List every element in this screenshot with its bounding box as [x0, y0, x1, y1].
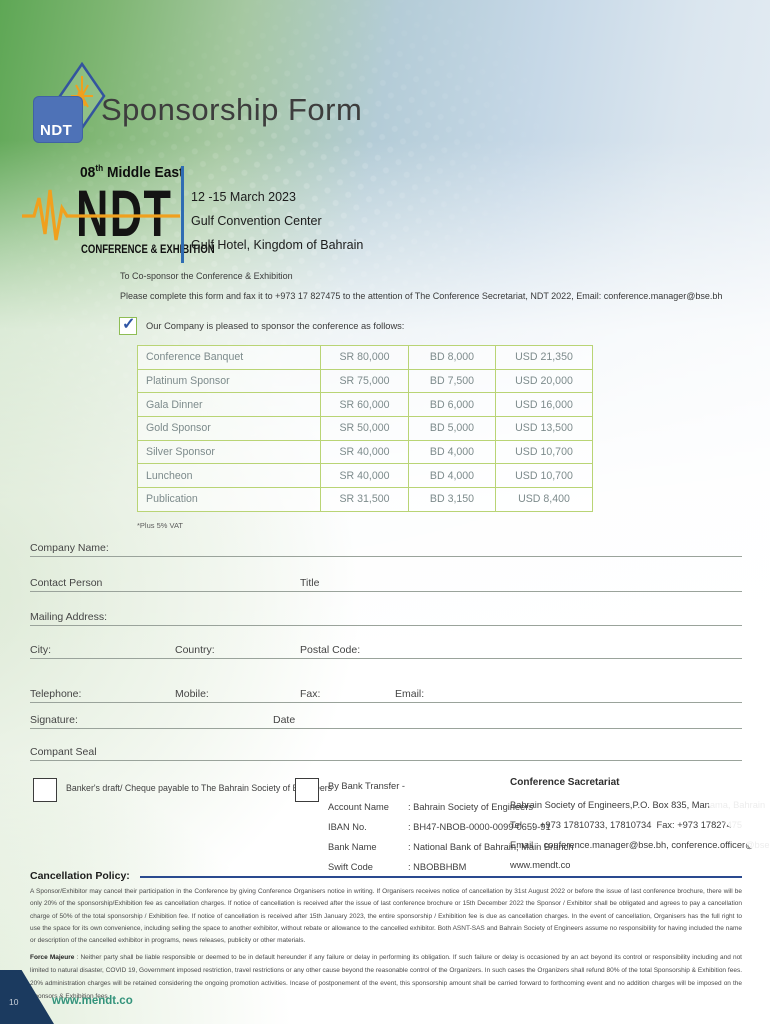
email-label: Email: — [395, 688, 425, 700]
event-venue-city: Gulf Hotel, Kingdom of Bahrain — [191, 238, 364, 252]
logo-divider — [181, 166, 184, 263]
sponsor-checkbox[interactable]: ✓ — [119, 316, 137, 335]
cancellation-policy-heading: Cancellation Policy: — [30, 870, 130, 882]
price-bd-cell: BD 4,000 — [408, 439, 496, 465]
telephone-label: Telephone: — [30, 688, 82, 700]
bank-detail-value: : Bahrain Society of Engineers — [408, 802, 534, 812]
city-country-postal-field[interactable]: City: Country: Postal Code: — [30, 642, 742, 659]
company-name-field[interactable]: Company Name: — [30, 540, 742, 557]
sponsorship-item-cell: Silver Sponsor — [137, 439, 321, 465]
price-sr-cell: SR 50,000 — [320, 416, 409, 441]
city-label: City: — [30, 644, 51, 656]
secretariat-website: www.mendt.co — [510, 860, 571, 870]
force-majeure-heading: Force Majeure — [30, 954, 75, 961]
price-usd-cell: USD 21,350 — [495, 345, 593, 370]
table-row: Luncheon SR 40,000 BD 4,000 USD 10,700 — [137, 463, 593, 489]
cosponsor-line: To Co-sponsor the Conference & Exhibitio… — [120, 271, 293, 281]
price-bd-cell: BD 8,000 — [408, 345, 496, 370]
cancellation-rule — [140, 876, 742, 878]
bank-detail-label: Bank Name — [328, 842, 377, 852]
table-row: Gold Sponsor SR 50,000 BD 5,000 USD 13,5… — [137, 416, 593, 441]
bank-transfer-checkbox[interactable] — [295, 778, 319, 802]
contact-person-field[interactable]: Contact Person Title — [30, 575, 742, 592]
event-venue: Gulf Convention Center — [191, 214, 322, 228]
force-majeure-body: : Neither party shall be liable responsi… — [30, 954, 742, 1000]
fax-label: Fax: — [300, 688, 321, 700]
event-edition: 08th Middle East — [80, 163, 184, 181]
mailing-address-field[interactable]: Mailing Address: — [30, 609, 742, 626]
ekg-waveform-icon — [22, 189, 180, 241]
sponsor-checkbox-label: Our Company is pleased to sponsor the co… — [146, 321, 405, 331]
company-seal-field[interactable]: Compant Seal — [30, 744, 742, 761]
pricing-table: Conference Banquet SR 80,000 BD 8,000 US… — [137, 345, 593, 512]
company-name-label: Company Name: — [30, 542, 109, 554]
table-row: Conference Banquet SR 80,000 BD 8,000 US… — [137, 345, 593, 370]
price-bd-cell: BD 5,000 — [408, 416, 496, 441]
bank-detail-value: : BH47-NBOB-0000-0099-0659-91 — [408, 822, 551, 832]
bank-detail-label: Swift Code — [328, 862, 373, 872]
signature-date-field[interactable]: Signature: Date — [30, 712, 742, 729]
cancellation-policy-body: A Sponsor/Exhibitor may cancel their par… — [30, 888, 742, 945]
check-icon: ✓ — [122, 316, 136, 333]
page-title: Sponsorship Form — [101, 92, 363, 127]
mobile-label: Mobile: — [175, 688, 209, 700]
sponsorship-item-cell: Platinum Sponsor — [137, 368, 321, 394]
bank-detail-value: : NBOBBHBM — [408, 862, 467, 872]
company-seal-label: Compant Seal — [30, 746, 97, 758]
secretariat-heading: Conference Sacretariat — [510, 777, 620, 788]
footer-website: www.mendt.co — [52, 995, 133, 1007]
mailing-address-label: Mailing Address: — [30, 611, 108, 623]
bank-detail-label: IBAN No. — [328, 822, 367, 832]
secretariat-email: Email : conference.manager@bse.bh, confe… — [510, 840, 770, 850]
price-usd-cell: USD 16,000 — [495, 392, 593, 418]
table-row: Publication SR 31,500 BD 3,150 USD 8,400 — [137, 487, 593, 512]
price-bd-cell: BD 7,500 — [408, 368, 496, 394]
price-usd-cell: USD 10,700 — [495, 463, 593, 489]
page-number: 10 — [9, 997, 19, 1007]
vat-note: *Plus 5% VAT — [137, 521, 183, 530]
sponsorship-item-cell: Publication — [137, 487, 321, 512]
price-bd-cell: BD 6,000 — [408, 392, 496, 418]
price-usd-cell: USD 20,000 — [495, 368, 593, 394]
force-majeure-paragraph: Force Majeure : Neither party shall be l… — [30, 951, 742, 1003]
phone-field[interactable]: Telephone: Mobile: Fax: Email: — [30, 686, 742, 703]
sponsorship-item-cell: Gold Sponsor — [137, 416, 321, 441]
sponsorship-item-cell: Luncheon — [137, 463, 321, 489]
title-label: Title — [300, 577, 320, 589]
price-usd-cell: USD 10,700 — [495, 439, 593, 465]
price-usd-cell: USD 13,500 — [495, 416, 593, 441]
price-bd-cell: BD 4,000 — [408, 463, 496, 489]
signature-label: Signature: — [30, 714, 78, 726]
bankers-draft-label: Banker's draft/ Cheque payable to The Ba… — [66, 783, 333, 793]
country-label: Country: — [175, 644, 215, 656]
bankers-draft-checkbox[interactable] — [33, 778, 57, 802]
price-sr-cell: SR 40,000 — [320, 463, 409, 489]
price-sr-cell: SR 31,500 — [320, 487, 409, 512]
bank-transfer-label: By Bank Transfer - — [328, 781, 405, 791]
fax-instructions-line: Please complete this form and fax it to … — [120, 291, 723, 301]
price-sr-cell: SR 80,000 — [320, 345, 409, 370]
table-row: Silver Sponsor SR 40,000 BD 4,000 USD 10… — [137, 439, 593, 465]
sponsorship-item-cell: Gala Dinner — [137, 392, 321, 418]
bank-detail-value: : National Bank of Bahrain, Main Branch — [408, 842, 574, 852]
price-bd-cell: BD 3,150 — [408, 487, 496, 512]
price-sr-cell: SR 75,000 — [320, 368, 409, 394]
date-label: Date — [273, 714, 296, 726]
event-date: 12 -15 March 2023 — [191, 190, 296, 204]
pricing-table-body: Conference Banquet SR 80,000 BD 8,000 US… — [137, 345, 593, 512]
bank-detail-label: Account Name — [328, 802, 389, 812]
event-acronym: NDT — [76, 176, 173, 250]
postal-code-label: Postal Code: — [300, 644, 361, 656]
table-row: Platinum Sponsor SR 75,000 BD 7,500 USD … — [137, 368, 593, 394]
price-sr-cell: SR 60,000 — [320, 392, 409, 418]
contact-person-label: Contact Person — [30, 577, 103, 589]
sponsorship-item-cell: Conference Banquet — [137, 345, 321, 370]
secretariat-phone: Tel : +973 17810733, 17810734 Fax: +973 … — [510, 820, 743, 830]
ndt-logo: NDT — [33, 96, 83, 143]
ndt-logo-label: NDT — [40, 122, 73, 139]
price-usd-cell: USD 8,400 — [495, 487, 593, 512]
price-sr-cell: SR 40,000 — [320, 439, 409, 465]
table-row: Gala Dinner SR 60,000 BD 6,000 USD 16,00… — [137, 392, 593, 418]
